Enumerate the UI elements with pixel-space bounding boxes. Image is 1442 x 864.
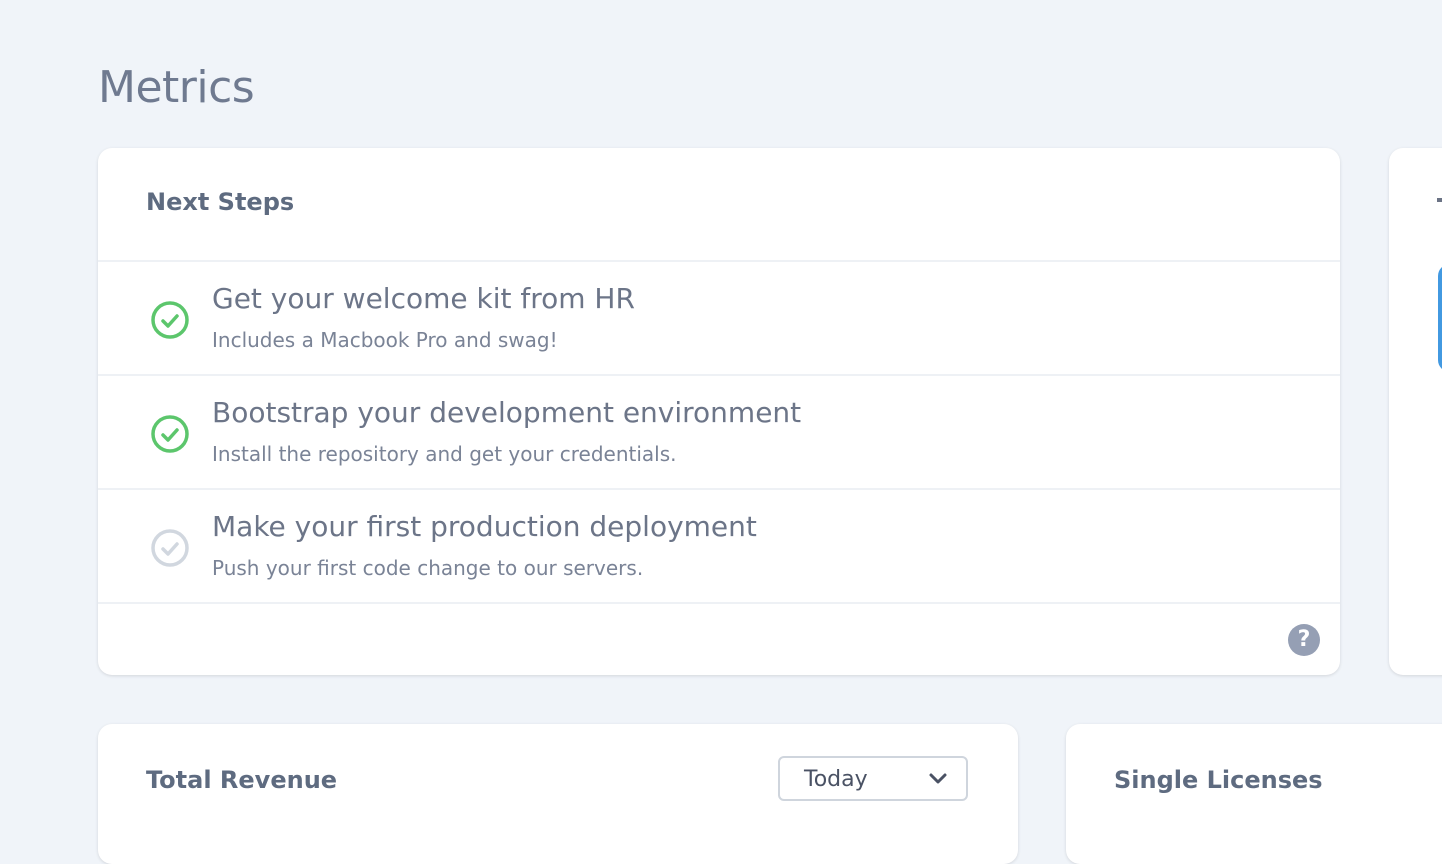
total-revenue-card: Total Revenue Today [98, 724, 1018, 864]
step-title: Make your first production deployment [212, 510, 757, 543]
step-subtitle: Push your first code change to our serve… [212, 556, 644, 580]
step-item[interactable]: Make your first production deployment Pu… [98, 488, 1340, 604]
page-title: Metrics [98, 62, 255, 113]
check-circle-icon [151, 529, 189, 567]
card-title-fragment [1437, 198, 1442, 202]
check-circle-icon [151, 301, 189, 339]
card-footer [98, 602, 1340, 604]
step-subtitle: Install the repository and get your cred… [212, 442, 677, 466]
step-item[interactable]: Get your welcome kit from HR Includes a … [98, 260, 1340, 376]
help-icon[interactable]: ? [1288, 624, 1320, 656]
check-circle-icon [151, 415, 189, 453]
single-licenses-card: Single Licenses [1066, 724, 1442, 864]
step-subtitle: Includes a Macbook Pro and swag! [212, 328, 558, 352]
range-select-value: Today [804, 767, 868, 792]
partial-card [1389, 148, 1442, 675]
accent-block [1438, 264, 1442, 372]
next-steps-card: Next Steps Get your welcome kit from HR … [98, 148, 1340, 675]
next-steps-title: Next Steps [146, 188, 295, 216]
total-revenue-title: Total Revenue [146, 766, 338, 794]
step-item[interactable]: Bootstrap your development environment I… [98, 374, 1340, 490]
step-title: Bootstrap your development environment [212, 396, 802, 429]
step-title: Get your welcome kit from HR [212, 282, 635, 315]
chevron-down-icon [929, 773, 947, 784]
range-select[interactable]: Today [778, 756, 968, 801]
single-licenses-title: Single Licenses [1114, 766, 1323, 794]
